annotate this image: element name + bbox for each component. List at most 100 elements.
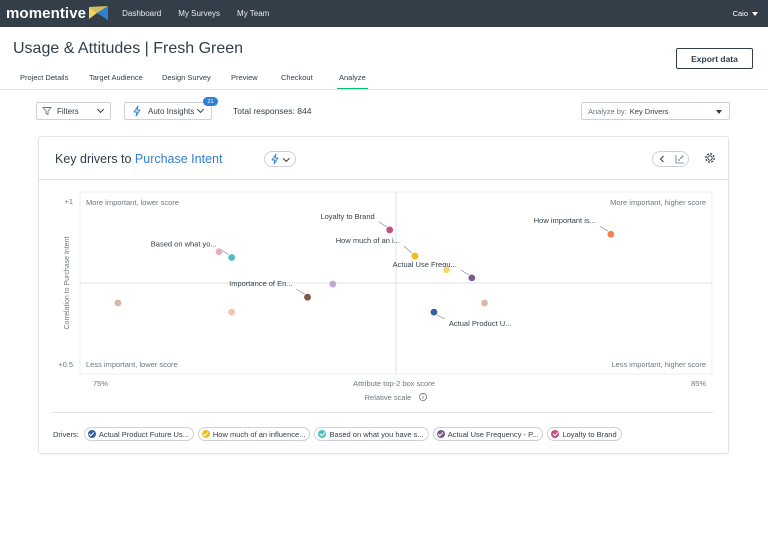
- tab-target-audience[interactable]: Target Audience: [89, 73, 143, 82]
- quadrant-label-bottom-left: Less important, lower score: [86, 360, 178, 369]
- project-subtitle: Fresh Green: [153, 40, 244, 57]
- scatter-point[interactable]: [228, 254, 236, 261]
- filter-icon: [42, 107, 52, 116]
- scatter-point[interactable]: [468, 274, 476, 282]
- tab-preview[interactable]: Preview: [231, 73, 258, 82]
- legend-chip-label: Loyalty to Brand: [562, 429, 617, 439]
- point-leader-line: [378, 221, 387, 228]
- point-label: Actual Use Frequ...: [393, 260, 457, 269]
- legend-chip-label: How much of an influence...: [212, 429, 306, 439]
- card-title-prefix: Key drivers to: [55, 152, 132, 166]
- chevron-down-icon: [283, 155, 290, 162]
- point-label: Based on what yo...: [151, 240, 217, 249]
- scatter-point[interactable]: [329, 280, 337, 288]
- point-label: Actual Product U...: [449, 319, 512, 328]
- tab-project-details[interactable]: Project Details: [20, 73, 69, 82]
- x-min-tick-label: 75%: [93, 379, 108, 388]
- analyze-by-value: Key Drivers: [629, 106, 669, 116]
- y-axis-label: Correlation to Purchase Intent: [64, 236, 71, 329]
- auto-insights-button[interactable]: Auto Insights: [124, 102, 212, 120]
- relative-scale-note: Relative scale: [365, 393, 412, 402]
- insights-count-badge: 21: [203, 97, 218, 106]
- card-title: Key drivers to Purchase Intent: [55, 152, 222, 166]
- point-label: Importance of En...: [229, 279, 292, 288]
- legend-chip-actual-use-frequency[interactable]: Actual Use Frequency - P...: [432, 427, 544, 441]
- filters-label: Filters: [57, 106, 79, 116]
- chart-view-toggle[interactable]: [652, 151, 689, 167]
- check-dot-icon: [201, 430, 210, 438]
- key-drivers-card: Key drivers to Purchase Intent +1 +0.5 C…: [38, 136, 729, 454]
- y-max-tick-label: +1: [64, 197, 73, 206]
- top-nav: momentive Dashboard My Surveys My Team C…: [0, 0, 768, 27]
- total-responses: Total responses: 844: [233, 106, 312, 116]
- scatter-point[interactable]: [114, 299, 122, 307]
- quadrant-label-top-left: More important, lower score: [86, 198, 179, 207]
- legend-chip-how-much-influence[interactable]: How much of an influence...: [197, 427, 311, 441]
- check-dot-icon: [318, 430, 327, 438]
- point-leader-line: [296, 288, 305, 295]
- user-name: Caio: [732, 9, 748, 18]
- brand-name: momentive: [6, 5, 87, 22]
- scatter-point[interactable]: [481, 299, 488, 307]
- filters-button[interactable]: Filters: [36, 102, 111, 120]
- caret-down-icon: [752, 11, 758, 16]
- analyze-by-select[interactable]: Analyze by: Key Drivers: [581, 102, 730, 120]
- header-divider: [0, 89, 768, 90]
- point-leader-line: [403, 245, 413, 254]
- nav-link-dashboard[interactable]: Dashboard: [122, 9, 162, 18]
- brand[interactable]: momentive: [6, 5, 109, 22]
- point-leader-line: [460, 269, 470, 276]
- nav-link-my-surveys[interactable]: My Surveys: [178, 9, 221, 18]
- legend-chip-based-on-what-you-have-seen[interactable]: Based on what you have s...: [314, 427, 429, 441]
- check-dot-icon: [551, 430, 560, 438]
- tab-checkout[interactable]: Checkout: [281, 73, 313, 82]
- scatter-point[interactable]: [607, 230, 615, 238]
- chevron-left-icon[interactable]: [656, 153, 668, 165]
- page-title: Usage & Attitudes | Fresh Green: [13, 40, 243, 58]
- scatter-point[interactable]: [386, 226, 394, 234]
- momentive-logo-icon: [89, 5, 109, 20]
- point-leader-line: [436, 314, 446, 320]
- drivers-legend: Drivers: Actual Product Future Us... How…: [53, 427, 626, 441]
- tab-design-survey[interactable]: Design Survey: [162, 73, 211, 82]
- chevron-down-icon: [196, 105, 205, 114]
- point-label: How important is...: [534, 216, 596, 225]
- user-menu[interactable]: Caio: [733, 0, 758, 27]
- card-title-metric[interactable]: Purchase Intent: [134, 152, 223, 166]
- lightning-icon: [271, 153, 279, 165]
- check-dot-icon: [87, 430, 96, 438]
- scatter-chart-icon[interactable]: [674, 153, 686, 165]
- scatter-point[interactable]: [411, 252, 419, 260]
- info-icon[interactable]: [418, 392, 427, 401]
- auto-insights-label: Auto Insights: [148, 106, 195, 116]
- quadrant-label-top-right: More important, higher score: [610, 198, 706, 207]
- key-drivers-scatter-chart: +1 +0.5 Correlation to Purchase Intent M…: [58, 191, 713, 402]
- x-max-tick-label: 85%: [691, 379, 706, 388]
- x-axis-label: Attribute top-2 box score: [353, 379, 435, 388]
- legend-chip-label: Based on what you have s...: [329, 429, 424, 439]
- scatter-point[interactable]: [443, 266, 450, 274]
- scatter-point[interactable]: [304, 293, 311, 301]
- insights-toggle-button[interactable]: [264, 151, 296, 167]
- project-title: Usage & Attitudes: [13, 40, 141, 57]
- legend-divider: [53, 412, 713, 413]
- y-min-tick-label: +0.5: [58, 360, 73, 369]
- title-separator: |: [144, 40, 149, 57]
- point-leader-line: [599, 225, 609, 232]
- project-tabs: Project Details Target Audience Design S…: [0, 68, 768, 90]
- scatter-point[interactable]: [215, 248, 223, 256]
- tab-analyze[interactable]: Analyze: [337, 73, 368, 90]
- legend-chip-loyalty-to-brand[interactable]: Loyalty to Brand: [547, 427, 622, 441]
- lightning-icon: [133, 105, 141, 117]
- legend-chip-actual-product-future-use[interactable]: Actual Product Future Us...: [83, 427, 194, 441]
- scatter-point[interactable]: [430, 308, 438, 316]
- export-data-button[interactable]: Export data: [676, 48, 753, 69]
- scatter-point[interactable]: [228, 308, 236, 316]
- gear-icon[interactable]: [703, 151, 717, 165]
- point-label: How much of an i...: [336, 236, 400, 245]
- quadrant-label-bottom-right: Less important, higher score: [611, 360, 706, 369]
- chevron-down-icon: [96, 105, 105, 114]
- legend-chip-label: Actual Use Frequency - P...: [447, 429, 539, 439]
- nav-link-my-team[interactable]: My Team: [237, 9, 270, 18]
- check-dot-icon: [436, 430, 445, 438]
